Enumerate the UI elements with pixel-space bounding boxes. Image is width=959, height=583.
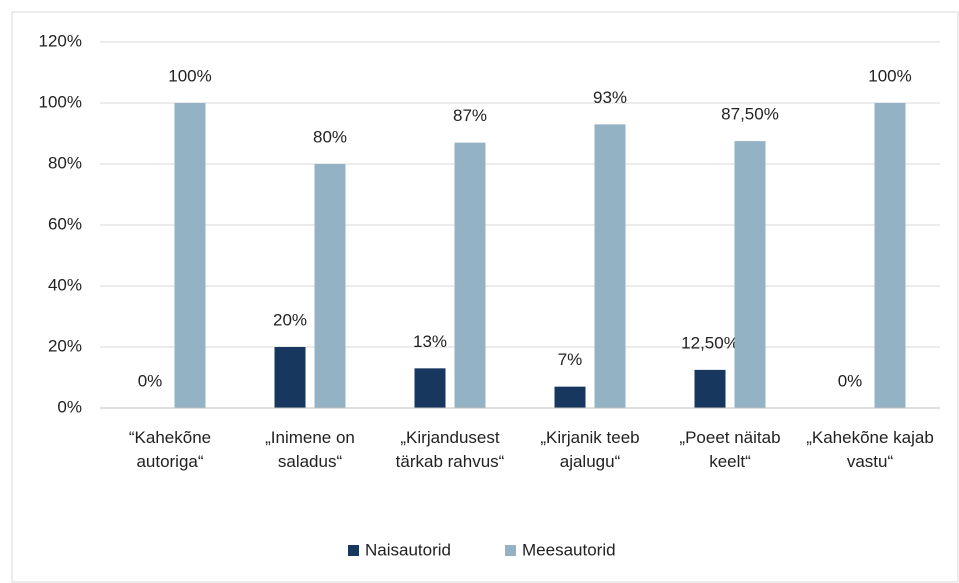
data-label: 87% bbox=[453, 106, 487, 125]
y-tick-label: 20% bbox=[48, 336, 82, 355]
data-label: 80% bbox=[313, 127, 347, 146]
y-tick-label: 40% bbox=[48, 275, 82, 294]
bar bbox=[874, 103, 906, 408]
x-tick-label: „Inimene on saladus“ bbox=[265, 428, 355, 471]
x-tick-label: „Kirjanik teeb ajalugu“ bbox=[540, 428, 640, 471]
x-tick-label: „Kirjandusest tärkab rahvus“ bbox=[395, 428, 505, 471]
legend-label: Meesautorid bbox=[522, 540, 616, 559]
bar bbox=[174, 103, 206, 408]
bar bbox=[314, 164, 346, 408]
data-label: 7% bbox=[558, 350, 583, 369]
data-label: 0% bbox=[138, 371, 163, 390]
data-label: 87,50% bbox=[721, 105, 779, 124]
x-tick-label: “Kahekõne autoriga“ bbox=[128, 428, 212, 471]
y-tick-label: 80% bbox=[48, 153, 82, 172]
bar bbox=[274, 347, 306, 408]
data-label: 93% bbox=[593, 88, 627, 107]
data-label: 100% bbox=[868, 66, 911, 85]
bar bbox=[414, 368, 446, 408]
y-tick-label: 100% bbox=[39, 92, 82, 111]
data-label: 0% bbox=[838, 371, 863, 390]
legend-swatch bbox=[348, 545, 359, 556]
bar bbox=[594, 124, 626, 408]
data-label: 20% bbox=[273, 310, 307, 329]
bar bbox=[734, 141, 766, 408]
y-tick-label: 60% bbox=[48, 214, 82, 233]
data-label: 13% bbox=[413, 332, 447, 351]
y-tick-label: 120% bbox=[39, 31, 82, 50]
chart-frame bbox=[11, 11, 959, 583]
bar bbox=[454, 142, 486, 408]
data-label: 12,50% bbox=[681, 333, 739, 352]
bar bbox=[694, 369, 726, 408]
legend-swatch bbox=[505, 545, 516, 556]
data-label: 100% bbox=[168, 66, 211, 85]
x-tick-label: „Kahekõne kajab vastu“ bbox=[806, 428, 934, 471]
x-tick-label: „Poeet näitab keelt“ bbox=[679, 428, 781, 471]
bar bbox=[554, 386, 586, 408]
legend-label: Naisautorid bbox=[365, 540, 451, 559]
y-tick-label: 0% bbox=[57, 397, 82, 416]
